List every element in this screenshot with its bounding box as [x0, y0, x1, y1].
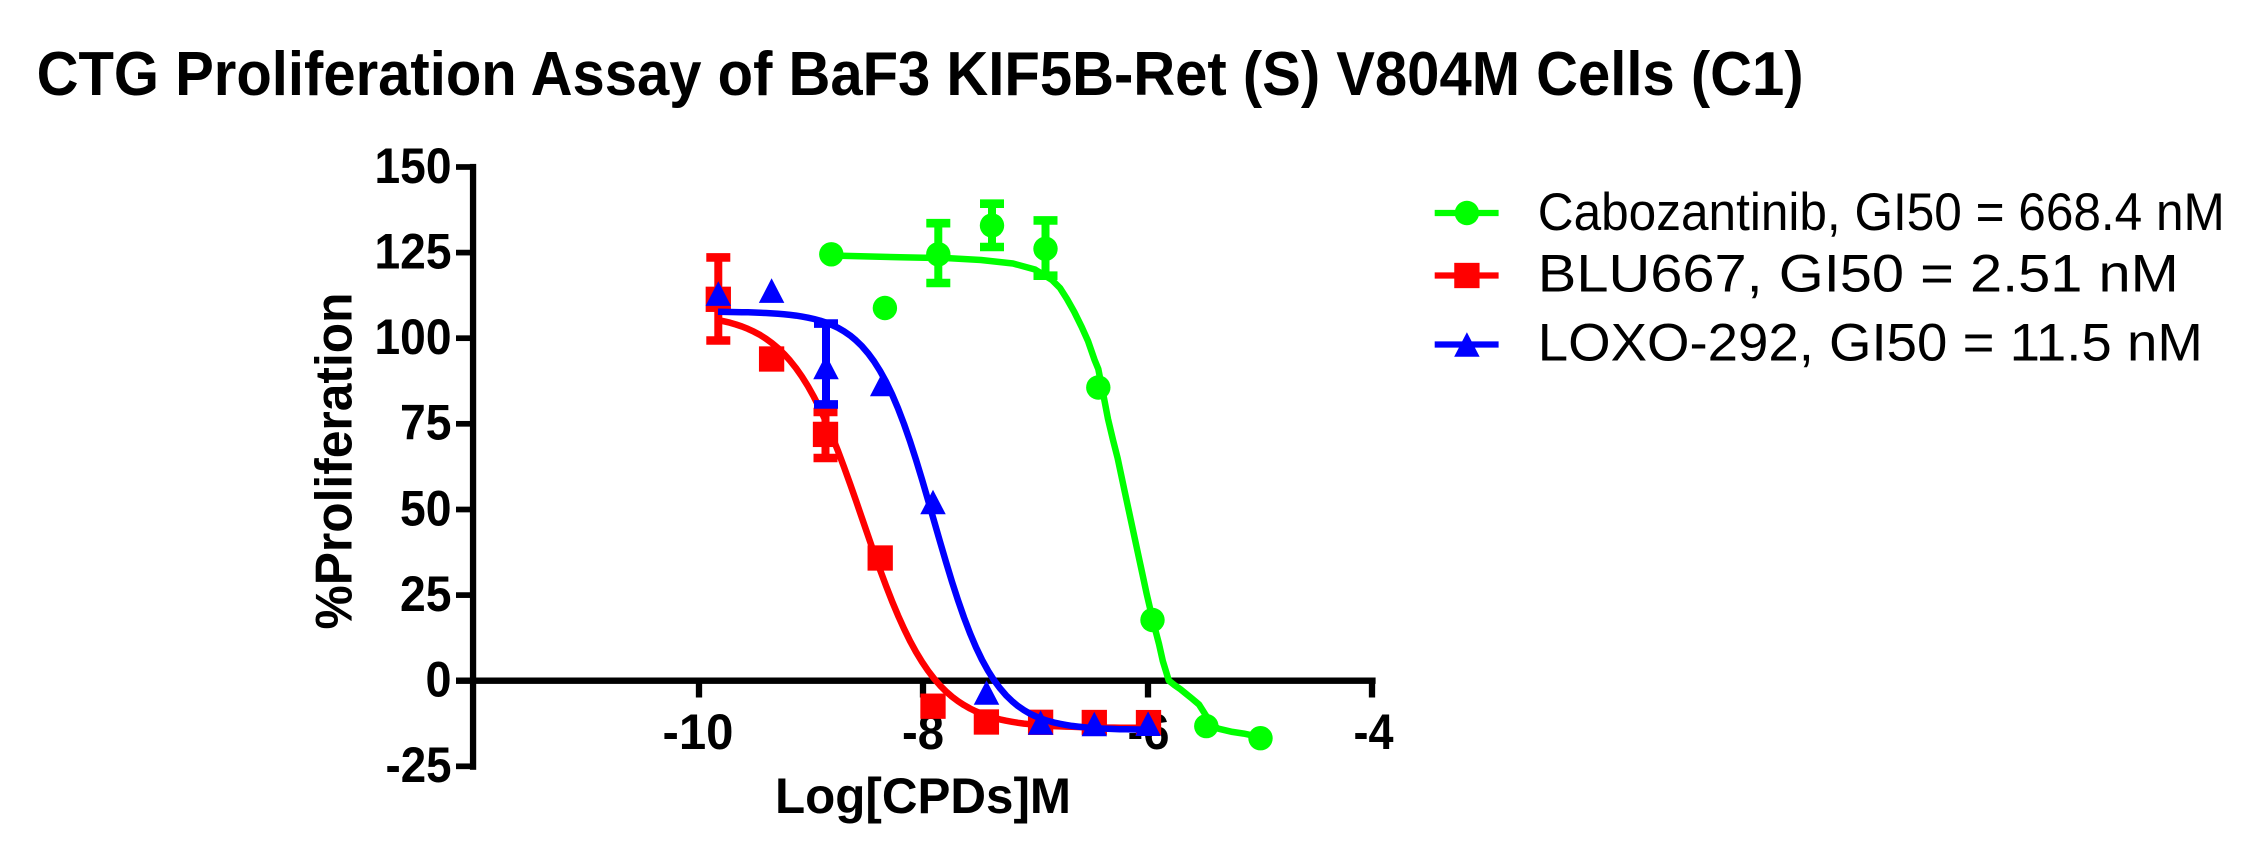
svg-text:Log[CPDs]M: Log[CPDs]M — [775, 768, 1071, 824]
svg-text:100: 100 — [375, 309, 452, 365]
svg-text:75: 75 — [400, 395, 452, 451]
svg-text:0: 0 — [426, 652, 452, 708]
svg-text:%Proliferation: %Proliferation — [306, 293, 364, 630]
svg-text:BLU667, GI50 = 2.51 nM: BLU667, GI50 = 2.51 nM — [1538, 245, 2179, 304]
svg-text:125: 125 — [375, 223, 452, 279]
svg-text:LOXO-292, GI50 = 11.5 nM: LOXO-292, GI50 = 11.5 nM — [1538, 314, 2203, 373]
svg-text:150: 150 — [375, 138, 452, 194]
svg-text:-10: -10 — [663, 704, 734, 760]
svg-text:25: 25 — [400, 566, 452, 622]
svg-text:-4: -4 — [1354, 704, 1394, 760]
svg-text:50: 50 — [400, 480, 452, 536]
svg-text:-25: -25 — [386, 737, 452, 793]
svg-text:CTG Proliferation Assay of BaF: CTG Proliferation Assay of BaF3 KIF5B-Re… — [37, 40, 1804, 109]
svg-text:Cabozantinib, GI50 = 668.4 nM: Cabozantinib, GI50 = 668.4 nM — [1538, 183, 2225, 242]
